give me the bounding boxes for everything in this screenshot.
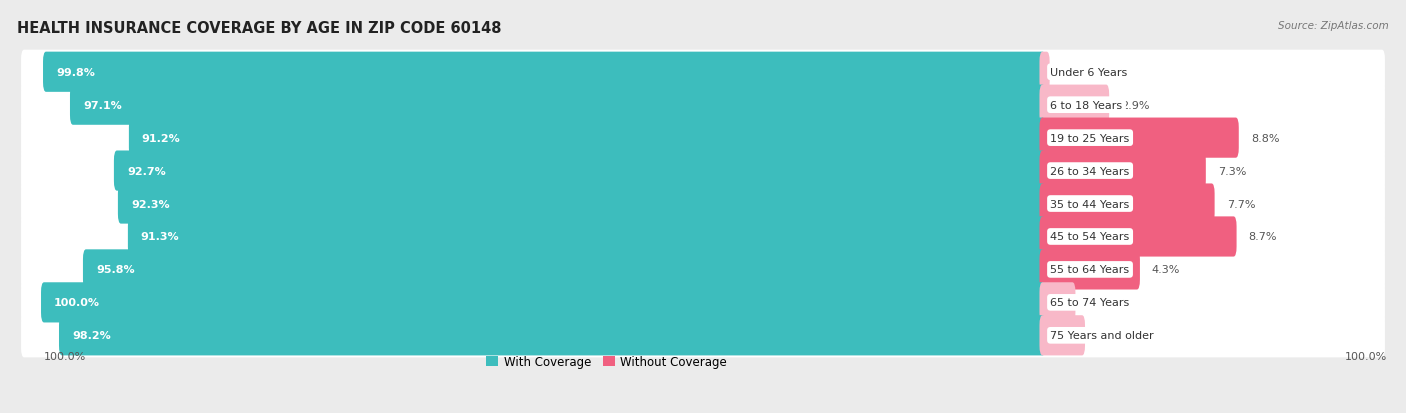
Text: 8.8%: 8.8% (1251, 133, 1279, 143)
Text: 65 to 74 Years: 65 to 74 Years (1050, 298, 1129, 308)
Text: 91.3%: 91.3% (141, 232, 180, 242)
Text: 75 Years and older: 75 Years and older (1050, 330, 1154, 340)
FancyBboxPatch shape (1039, 250, 1140, 290)
FancyBboxPatch shape (1039, 217, 1237, 257)
FancyBboxPatch shape (44, 52, 1046, 93)
Text: 4.3%: 4.3% (1152, 265, 1180, 275)
Text: 97.1%: 97.1% (83, 100, 122, 110)
Text: 95.8%: 95.8% (96, 265, 135, 275)
FancyBboxPatch shape (21, 149, 1385, 193)
FancyBboxPatch shape (1039, 184, 1215, 224)
Text: 35 to 44 Years: 35 to 44 Years (1050, 199, 1129, 209)
Text: 7.7%: 7.7% (1226, 199, 1256, 209)
Text: 45 to 54 Years: 45 to 54 Years (1050, 232, 1129, 242)
FancyBboxPatch shape (21, 313, 1385, 358)
Text: 19 to 25 Years: 19 to 25 Years (1050, 133, 1129, 143)
FancyBboxPatch shape (128, 217, 1046, 257)
Text: 100.0%: 100.0% (1344, 351, 1386, 361)
Text: 26 to 34 Years: 26 to 34 Years (1050, 166, 1129, 176)
FancyBboxPatch shape (118, 184, 1046, 224)
FancyBboxPatch shape (21, 280, 1385, 325)
FancyBboxPatch shape (70, 85, 1046, 126)
FancyBboxPatch shape (114, 151, 1046, 191)
Text: Source: ZipAtlas.com: Source: ZipAtlas.com (1278, 21, 1389, 31)
FancyBboxPatch shape (59, 316, 1046, 356)
FancyBboxPatch shape (1039, 151, 1206, 191)
Text: 6 to 18 Years: 6 to 18 Years (1050, 100, 1122, 110)
FancyBboxPatch shape (21, 215, 1385, 259)
Text: 1.8%: 1.8% (1097, 330, 1125, 340)
FancyBboxPatch shape (129, 118, 1046, 158)
FancyBboxPatch shape (21, 248, 1385, 292)
Text: 100.0%: 100.0% (53, 298, 100, 308)
Text: HEALTH INSURANCE COVERAGE BY AGE IN ZIP CODE 60148: HEALTH INSURANCE COVERAGE BY AGE IN ZIP … (17, 21, 502, 36)
FancyBboxPatch shape (21, 182, 1385, 226)
FancyBboxPatch shape (1039, 85, 1109, 126)
FancyBboxPatch shape (1039, 316, 1085, 356)
Text: 2.9%: 2.9% (1121, 100, 1150, 110)
FancyBboxPatch shape (21, 50, 1385, 95)
Text: Under 6 Years: Under 6 Years (1050, 68, 1128, 78)
Legend: With Coverage, Without Coverage: With Coverage, Without Coverage (481, 351, 733, 373)
FancyBboxPatch shape (41, 282, 1046, 323)
Text: 92.3%: 92.3% (131, 199, 170, 209)
Text: 91.2%: 91.2% (142, 133, 180, 143)
FancyBboxPatch shape (21, 83, 1385, 128)
Text: 92.7%: 92.7% (127, 166, 166, 176)
FancyBboxPatch shape (1039, 118, 1239, 158)
Text: 55 to 64 Years: 55 to 64 Years (1050, 265, 1129, 275)
Text: 0.0%: 0.0% (1087, 298, 1115, 308)
FancyBboxPatch shape (1039, 282, 1076, 323)
FancyBboxPatch shape (1039, 52, 1050, 93)
Text: 99.8%: 99.8% (56, 68, 94, 78)
Text: 0.19%: 0.19% (1062, 68, 1097, 78)
Text: 100.0%: 100.0% (44, 351, 86, 361)
FancyBboxPatch shape (21, 116, 1385, 160)
FancyBboxPatch shape (83, 250, 1046, 290)
Text: 98.2%: 98.2% (72, 330, 111, 340)
Text: 8.7%: 8.7% (1249, 232, 1277, 242)
Text: 7.3%: 7.3% (1218, 166, 1246, 176)
